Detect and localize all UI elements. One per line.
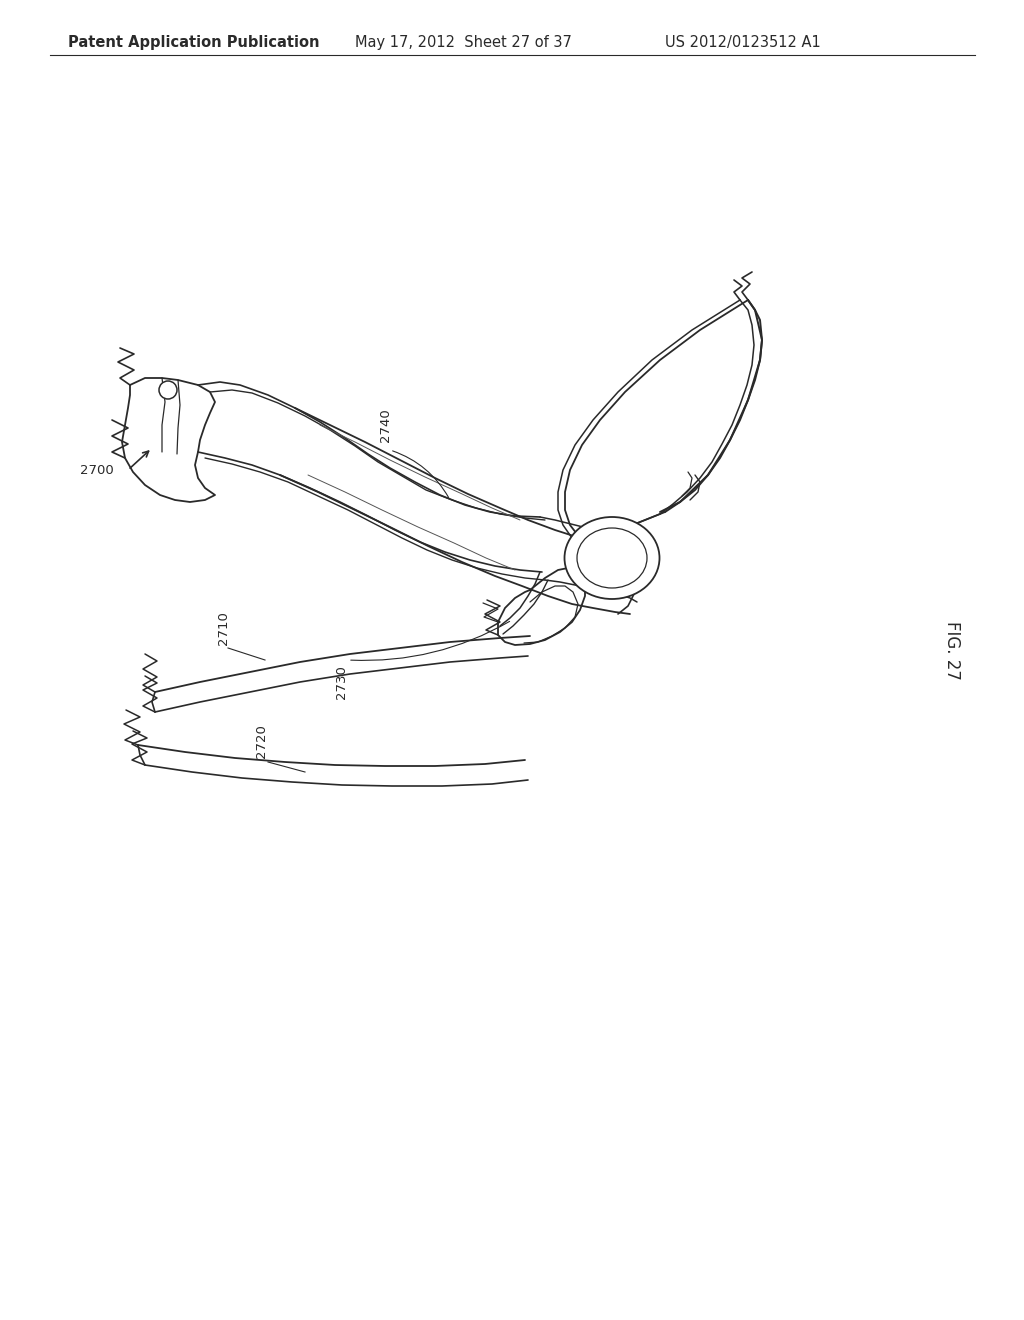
Text: May 17, 2012  Sheet 27 of 37: May 17, 2012 Sheet 27 of 37 — [355, 34, 571, 49]
Text: Patent Application Publication: Patent Application Publication — [68, 34, 319, 49]
Text: 2730: 2730 — [336, 665, 348, 698]
Text: FIG. 27: FIG. 27 — [943, 620, 961, 680]
Circle shape — [159, 381, 177, 399]
Text: 2700: 2700 — [80, 463, 114, 477]
Text: 2740: 2740 — [379, 408, 391, 442]
Text: 2710: 2710 — [216, 611, 229, 645]
Ellipse shape — [564, 517, 659, 599]
Text: 2720: 2720 — [256, 725, 268, 758]
Text: US 2012/0123512 A1: US 2012/0123512 A1 — [665, 34, 821, 49]
